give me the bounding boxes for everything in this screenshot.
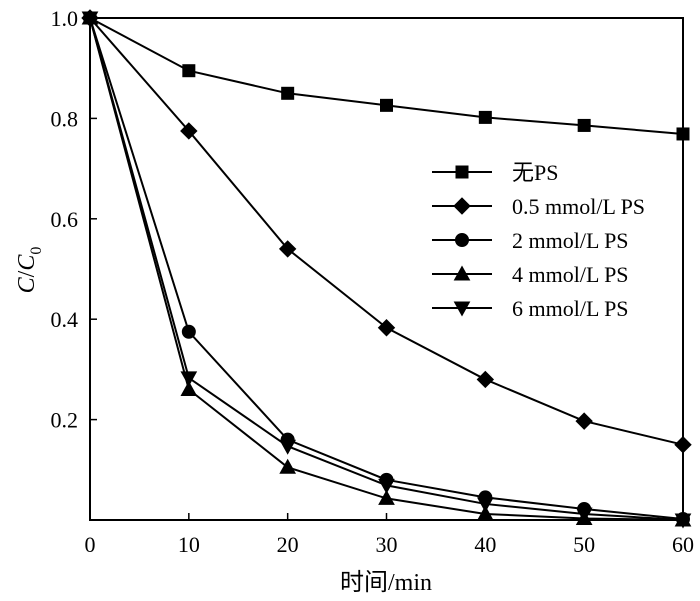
data-point [577, 118, 591, 132]
legend-marker [453, 197, 471, 215]
data-point [181, 324, 196, 339]
x-axis-label: 时间/min [340, 569, 432, 596]
data-point [476, 370, 495, 389]
series-line [89, 17, 684, 135]
data-point [575, 507, 593, 523]
data-point [279, 439, 297, 455]
legend-label: 2 mmol/L PS [512, 228, 629, 253]
x-tick-label: 20 [277, 532, 299, 557]
legend-label: 4 mmol/L PS [512, 262, 629, 287]
legend-entry: 4 mmol/L PS [432, 262, 629, 287]
data-point [180, 122, 198, 140]
data-point [377, 319, 396, 337]
data-point [674, 513, 692, 529]
data-point [182, 64, 196, 78]
legend-label: 6 mmol/L PS [512, 296, 629, 321]
legend-marker [455, 165, 469, 179]
x-tick-label: 30 [376, 532, 398, 557]
y-axis-label: C/C0 [14, 247, 45, 294]
data-point [81, 11, 99, 27]
axis-ticks: 0 10 20 30 40 50 60 0.2 0.4 0.6 0.8 1.0 [51, 6, 695, 557]
data-point [279, 458, 297, 474]
legend-entry: 0.5 mmol/L PS [432, 194, 645, 219]
y-tick-label: 0.2 [51, 408, 79, 433]
legend-label: 无PS [512, 160, 558, 185]
data-point [380, 98, 393, 112]
data-point [676, 127, 690, 141]
data-point [674, 435, 692, 454]
y-tick-label: 1.0 [51, 6, 79, 31]
data-point [478, 110, 492, 124]
series-4 [81, 11, 692, 529]
legend-marker [455, 233, 469, 247]
legend-entry: 2 mmol/L PS [432, 228, 629, 253]
x-tick-label: 60 [672, 532, 694, 557]
x-tick-label: 10 [178, 532, 200, 557]
data-point [180, 371, 198, 387]
data-point [278, 240, 297, 258]
data-point [378, 478, 395, 494]
y-tick-label: 0.8 [51, 106, 79, 131]
legend-marker [453, 301, 471, 317]
legend-marker [453, 265, 471, 281]
data-point [378, 489, 395, 505]
data-point [575, 412, 593, 430]
data-point [476, 497, 494, 513]
series-1 [81, 9, 692, 454]
y-tick-label: 0.6 [51, 207, 79, 232]
legend: 无PS 0.5 mmol/L PS 2 mmol/L PS 4 mmol/L PS 6 … [432, 160, 645, 321]
legend-entry: 6 mmol/L PS [432, 296, 629, 321]
data-point [281, 86, 295, 100]
data-point [476, 505, 494, 521]
series-layer [81, 9, 692, 529]
x-tick-label: 40 [474, 532, 496, 557]
series-0 [83, 11, 690, 141]
data-point [180, 380, 198, 396]
legend-label: 0.5 mmol/L PS [512, 194, 645, 219]
x-tick-label: 0 [85, 532, 96, 557]
y-tick-label: 0.4 [51, 307, 79, 332]
x-tick-label: 50 [573, 532, 595, 557]
legend-entry: 无PS [432, 160, 558, 185]
